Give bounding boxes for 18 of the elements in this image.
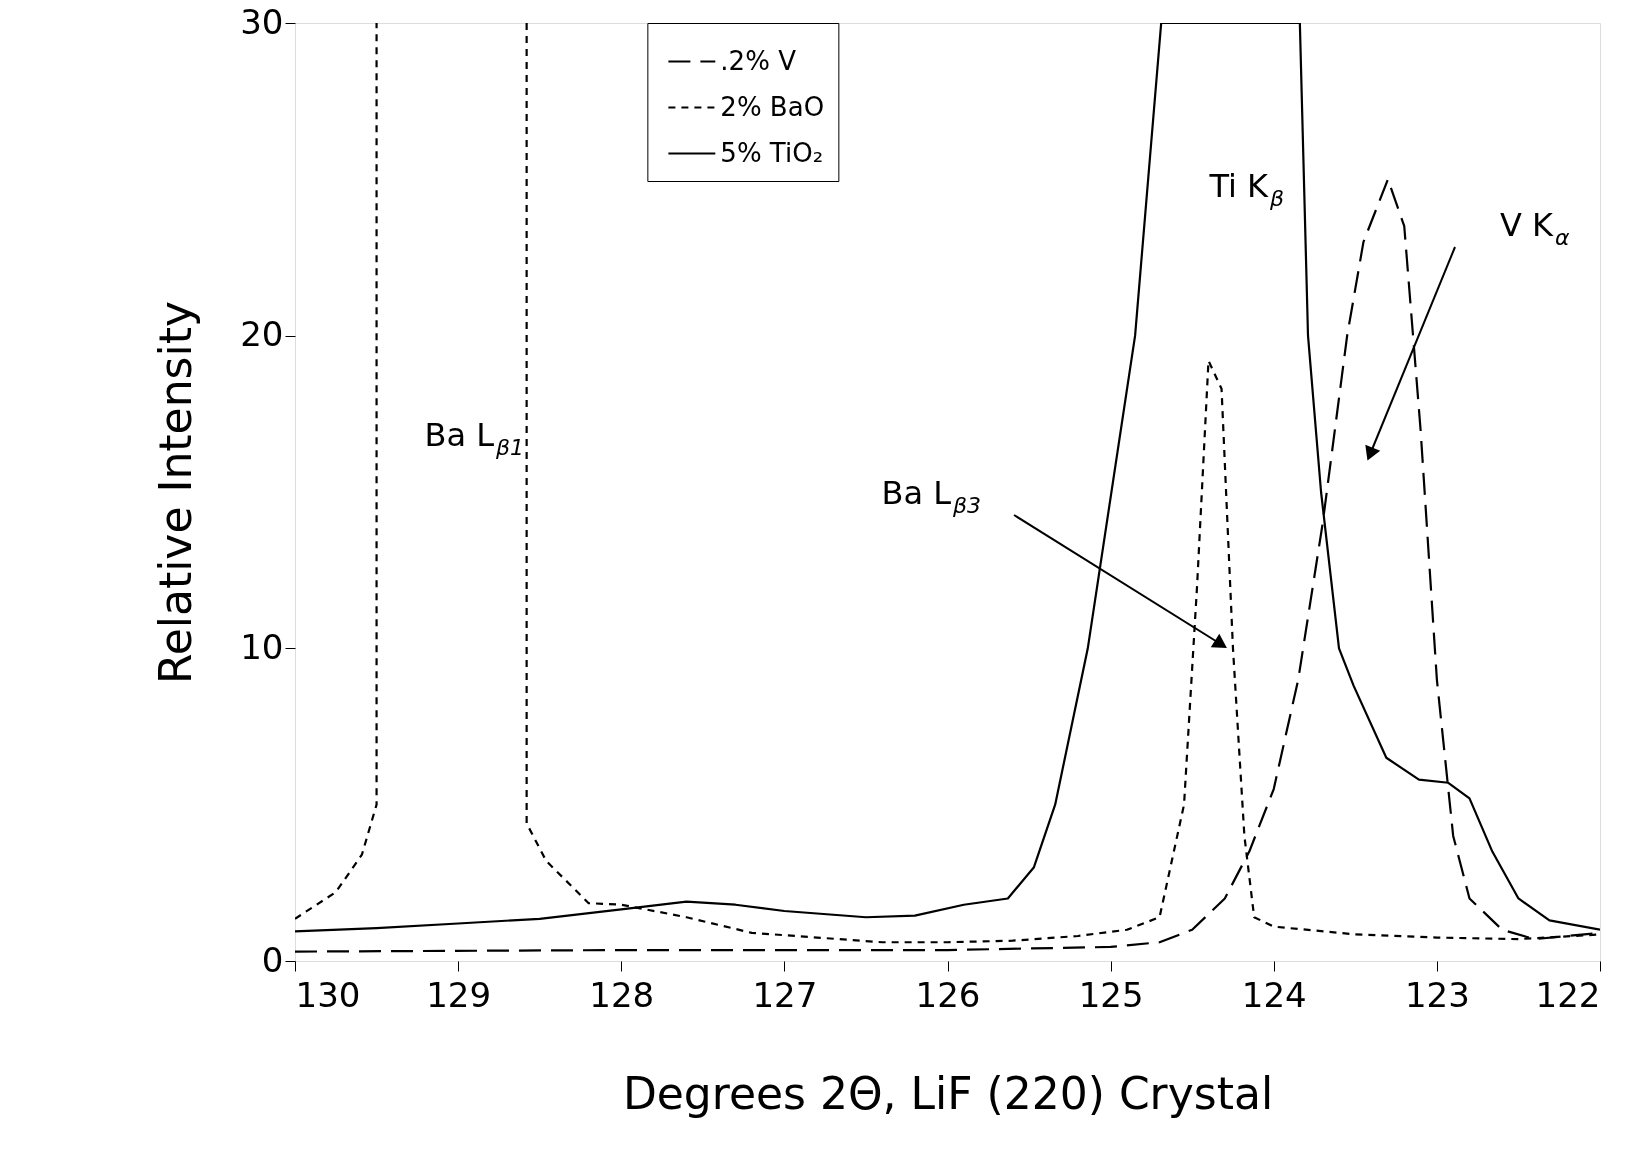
y-axis-title: Relative Intensity [150, 301, 202, 684]
x-tick-label: 126 [915, 974, 981, 1015]
legend-label: 2% BaO [720, 91, 825, 122]
x-tick-label: 125 [1078, 974, 1144, 1015]
legend-label: .2% V [720, 45, 797, 76]
y-tick-label: 10 [240, 626, 284, 667]
y-tick-label: 30 [240, 1, 284, 42]
x-tick-label: 127 [752, 974, 818, 1015]
legend-label: 5% TiO₂ [720, 137, 824, 168]
y-tick-label: 0 [261, 939, 284, 980]
x-tick-label: 130 [295, 974, 361, 1015]
x-tick-label: 124 [1241, 974, 1307, 1015]
x-tick-label: 129 [426, 974, 492, 1015]
x-tick-label: 123 [1404, 974, 1470, 1015]
x-tick-label: 128 [589, 974, 655, 1015]
x-tick-label: 122 [1535, 974, 1601, 1015]
y-tick-label: 20 [240, 314, 284, 355]
x-axis-title: Degrees 2Θ, LiF (220) Crystal [622, 1067, 1274, 1119]
